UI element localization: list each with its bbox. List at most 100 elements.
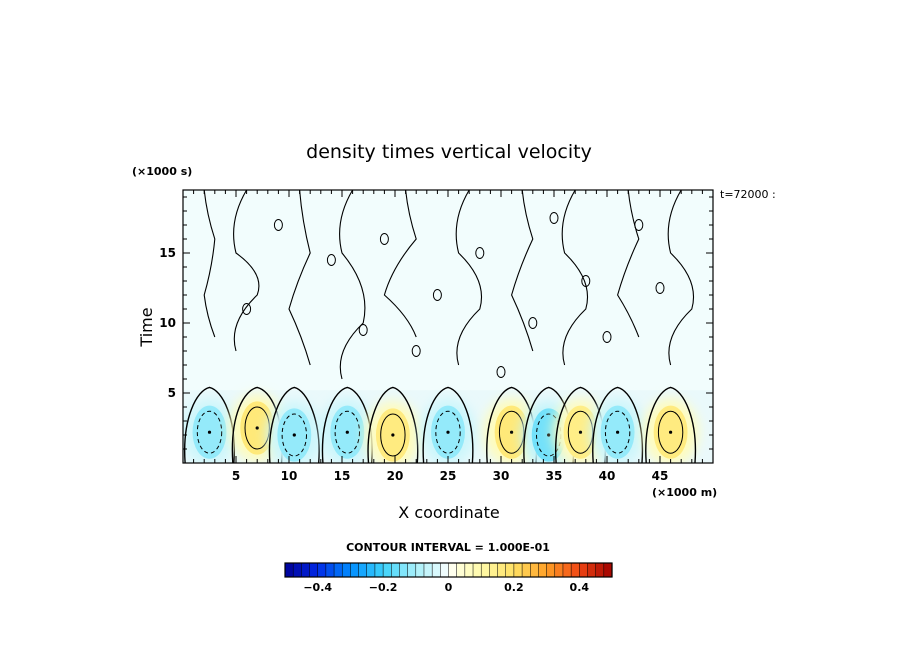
small-contour-4	[475, 247, 485, 259]
zero-contour-9	[592, 386, 644, 463]
colorbar-tick-label-1: −0.2	[369, 581, 398, 594]
small-contour-12	[358, 324, 368, 336]
small-contour-3	[432, 289, 442, 301]
chart-title: density times vertical velocity	[306, 141, 592, 163]
colorbar-cell-30	[530, 562, 539, 578]
small-contour-10	[496, 366, 506, 378]
x-axis-label: X coordinate	[398, 503, 499, 522]
colorbar-cell-10	[366, 562, 376, 578]
colorbar-cell-2	[301, 562, 311, 578]
small-contour-2	[379, 233, 389, 245]
zero-contour-10	[645, 386, 697, 463]
negative-contour-9	[604, 410, 631, 454]
negative-contour-5	[435, 410, 461, 454]
colorbar-frame	[284, 562, 613, 578]
colorbar-cell-28	[513, 562, 523, 578]
small-contour-5	[528, 317, 538, 329]
colorbar-cell-7	[341, 562, 351, 578]
colorbar: −0.4 −0.2 0 0.2 0.4	[284, 562, 613, 594]
colorbar-cell-37	[587, 562, 597, 578]
cell-center-10	[669, 430, 673, 434]
upper-contour-9	[667, 190, 695, 366]
x-tick-label-0: 5	[232, 469, 240, 483]
positive-contour-4	[380, 413, 406, 457]
y-tick-label-2: 15	[159, 246, 176, 260]
positive-contour-10	[657, 410, 684, 454]
upper-contour-7	[561, 190, 589, 366]
contour-interval-label: CONTOUR INTERVAL = 1.000E-01	[346, 541, 550, 554]
small-contour-1	[326, 254, 336, 266]
upper-contour-1	[233, 190, 260, 352]
x-unit-label: (×1000 m)	[652, 486, 717, 499]
small-contour-8	[242, 303, 252, 315]
colorbar-cell-13	[391, 562, 400, 578]
colorbar-cell-27	[505, 562, 515, 578]
colorbar-cell-25	[489, 562, 499, 578]
cell-center-4	[391, 433, 395, 437]
x-tick-label-2: 15	[334, 469, 351, 483]
small-contour-11	[602, 331, 612, 343]
x-tick-label-3: 20	[387, 469, 404, 483]
colorbar-cell-11	[374, 562, 384, 578]
upper-contour-3	[339, 190, 366, 380]
colorbar-cell-14	[399, 562, 409, 578]
y-unit-label: (×1000 s)	[132, 165, 192, 178]
colorbar-cell-8	[350, 562, 360, 578]
colorbar-cell-9	[358, 562, 368, 578]
colorbar-cell-0	[284, 562, 294, 578]
colorbar-cell-16	[415, 562, 425, 578]
upper-contour-8	[617, 190, 640, 338]
small-contour-9	[411, 345, 421, 357]
colorbar-cell-38	[595, 562, 605, 578]
colorbar-cell-15	[407, 562, 417, 578]
colorbar-cell-24	[480, 562, 490, 578]
colorbar-cell-22	[464, 562, 474, 578]
colorbar-cell-33	[554, 562, 564, 578]
colorbar-tick-label-4: 0.4	[570, 581, 590, 594]
y-tick-label-1: 10	[159, 316, 176, 330]
colorbar-cell-5	[325, 562, 335, 578]
colorbar-cell-12	[382, 562, 392, 578]
colorbar-cell-39	[603, 562, 613, 578]
x-tick-label-5: 30	[493, 469, 510, 483]
small-contour-14	[655, 282, 665, 294]
y-axis-label: Time	[137, 307, 156, 347]
time-stamp-label: t=72000 :	[720, 188, 776, 201]
colorbar-cell-6	[333, 562, 343, 578]
x-tick-label-1: 10	[281, 469, 298, 483]
upper-contour-6	[511, 190, 534, 352]
colorbar-tick-label-0: −0.4	[303, 581, 332, 594]
cell-center-5	[446, 430, 450, 434]
zero-contour-5	[422, 386, 474, 463]
colorbar-cell-17	[423, 562, 433, 578]
x-tick-label-4: 25	[440, 469, 457, 483]
cell-center-9	[616, 430, 620, 434]
small-contour-0	[273, 219, 283, 231]
negative-contour-0	[196, 410, 223, 454]
colorbar-cell-34	[562, 562, 572, 578]
x-tick-label-7: 40	[599, 469, 616, 483]
colorbar-cell-3	[309, 562, 319, 578]
x-tick-label-8: 45	[652, 469, 669, 483]
upper-contour-4	[383, 190, 417, 338]
colorbar-tick-label-2: 0	[445, 581, 453, 594]
small-contour-6	[581, 275, 591, 287]
colorbar-cell-29	[521, 562, 531, 578]
cell-center-1	[255, 426, 259, 430]
colorbar-cell-32	[546, 562, 556, 578]
cell-center-3	[345, 430, 349, 434]
colorbar-cell-36	[579, 562, 589, 578]
negative-contour-2	[281, 413, 307, 457]
small-contour-7	[634, 219, 644, 231]
upper-contour-0	[203, 190, 216, 338]
colorbar-cell-4	[317, 562, 327, 578]
small-contour-13	[549, 212, 559, 224]
cell-center-8	[578, 430, 583, 434]
upper-contour-5	[455, 190, 483, 366]
plot-area: 5 10 15 20 25 30 35 40 45 5 10 15	[159, 189, 714, 483]
zero-contour-2	[268, 386, 320, 463]
colorbar-cell-20	[448, 562, 458, 578]
cell-center-0	[207, 430, 212, 434]
cell-center-7	[547, 433, 551, 437]
colorbar-cell-21	[456, 562, 466, 578]
